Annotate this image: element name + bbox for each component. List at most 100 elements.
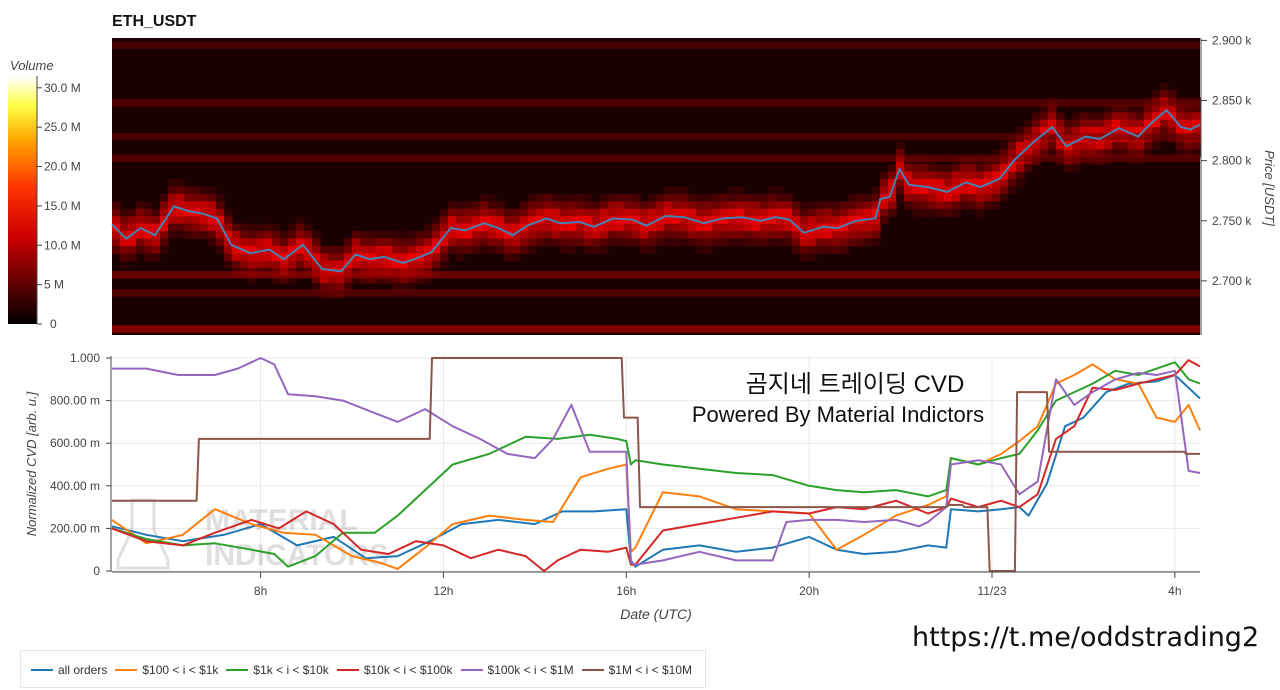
heatmap-cell [168,231,177,240]
heatmap-cell [152,216,161,225]
heatmap-cell [528,223,537,232]
heatmap-cell [552,216,561,225]
heatmap-cell [888,201,897,210]
heatmap-cell [488,201,497,210]
heatmap-cell [904,186,913,195]
heatmap-cell [1032,119,1041,128]
heatmap-cell [696,245,705,254]
legend-swatch [581,669,604,671]
telegram-link-text: https://t.me/oddstrading2 [912,622,1260,653]
heatmap-cell [632,208,641,217]
heatmap-cell [840,216,849,225]
heatmap-cell [536,238,545,247]
heatmap-cell [304,253,313,262]
heatmap-cell [640,216,649,225]
heatmap-cell [1016,179,1025,188]
heatmap-cell [584,208,593,217]
legend-item[interactable]: $100k < i < $1M [460,663,574,677]
heatmap-cell [912,201,921,210]
cvd-x-tick-label: 4h [1168,584,1181,598]
heatmap-cell [136,231,145,240]
heatmap-cell [736,216,745,225]
heatmap-cell [160,193,169,202]
heatmap-cell [864,193,873,202]
heatmap-cell [304,238,313,247]
heatmap-cell [872,201,881,210]
heatmap-cell [224,253,233,262]
heatmap-cell [640,223,649,232]
heatmap-cell [544,238,553,247]
heatmap-cell [184,193,193,202]
legend-item[interactable]: $100 < i < $1k [115,663,218,677]
heatmap-cell [824,245,833,254]
heatmap-cell [560,193,569,202]
heatmap-cell [592,245,601,254]
legend-item[interactable]: $1k < i < $10k [226,663,329,677]
heatmap-cell [288,223,297,232]
legend-item[interactable]: $10k < i < $100k [336,663,453,677]
heatmap-cell [680,193,689,202]
heatmap-cell [280,231,289,240]
heatmap-cell [808,201,817,210]
heatmap-cell [856,238,865,247]
heatmap-cell [1096,141,1105,150]
heatmap-cell [184,216,193,225]
heatmap-cell [1064,164,1073,173]
heatmap-cell [896,179,905,188]
heatmap-cell [784,231,793,240]
heatmap-cell [568,223,577,232]
heatmap-cell [272,275,281,284]
cvd-y-tick-label: 600.00 m [50,436,100,450]
heatmap-cell [544,208,553,217]
colorbar-tick-label: 0 [50,317,57,331]
heatmap-cell [128,223,137,232]
heatmap-cell [1040,149,1049,158]
heatmap-cell [136,216,145,225]
heatmap-cell [952,164,961,173]
heatmap-cell [864,231,873,240]
heatmap-cell [1144,112,1153,121]
heatmap-cell [840,231,849,240]
heatmap-cell [512,238,521,247]
heatmap-cell [464,208,473,217]
heatmap-cell [144,238,153,247]
heatmap-cell [280,260,289,269]
heatmap-cell [632,216,641,225]
heatmap-cell [432,245,441,254]
legend-swatch [460,669,483,671]
heatmap-cell [896,149,905,158]
heatmap-cell [336,275,345,284]
heatmap-cell [608,223,617,232]
heatmap-cell [216,201,225,210]
heatmap-cell [480,223,489,232]
heatmap-cell [568,193,577,202]
colorbar [8,76,37,324]
heatmap-cell [1168,89,1177,98]
heatmap-cell [1040,112,1049,121]
volume-band [112,41,1200,49]
heatmap-cell [768,216,777,225]
heatmap-cell [976,186,985,195]
legend-item[interactable]: $1M < i < $10M [581,663,692,677]
heatmap-cell [456,231,465,240]
heatmap-cell [480,216,489,225]
heatmap-cell [296,260,305,269]
heatmap-cell [728,223,737,232]
heatmap-cell [368,253,377,262]
heatmap-cell [400,283,409,292]
heatmap-cell [440,208,449,217]
heatmap-cell [224,245,233,254]
heatmap-cell [752,231,761,240]
heatmap-cell [624,238,633,247]
heatmap-cell [952,193,961,202]
heatmap-cell [560,238,569,247]
heatmap-cell [848,231,857,240]
heatmap-cell [808,253,817,262]
heatmap-cell [568,216,577,225]
heatmap-cell [1152,127,1161,136]
heatmap-cell [936,179,945,188]
heatmap-cell [496,238,505,247]
legend-item[interactable]: all orders [31,663,107,677]
cvd-series [111,357,1201,572]
heatmap-cell [920,186,929,195]
